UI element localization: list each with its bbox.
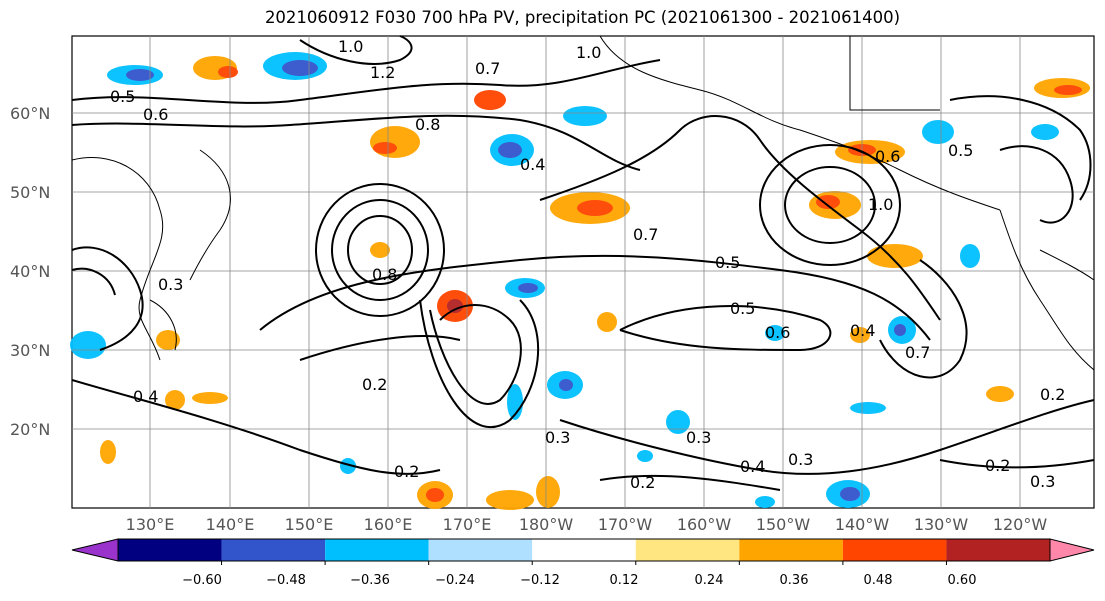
- colorbar-segment: [739, 539, 843, 561]
- colorbar-segment: [429, 539, 533, 561]
- colorbar-tick-label: 0.24: [695, 573, 724, 588]
- colorbar-extend-left: [72, 539, 118, 561]
- colorbar-segment: [325, 539, 429, 561]
- colorbar-tick-label: 0.60: [948, 573, 977, 588]
- colorbar-segment: [946, 539, 1050, 561]
- colorbar-tick-label: 0.36: [780, 573, 809, 588]
- colorbar-tick-label: −0.12: [520, 573, 560, 588]
- colorbar-tick-label: 0.12: [610, 573, 639, 588]
- colorbar-extend-right: [1050, 539, 1094, 561]
- colorbar-tick-label: −0.24: [435, 573, 475, 588]
- colorbar-segment: [636, 539, 740, 561]
- colorbar-segment: [118, 539, 222, 561]
- colorbar-tick-label: 0.48: [864, 573, 893, 588]
- colorbar-tick-label: −0.60: [182, 573, 222, 588]
- colorbar-segment: [843, 539, 947, 561]
- colorbar-segments: [72, 539, 1094, 561]
- colorbar-segment: [532, 539, 636, 561]
- colorbar-tick-label: −0.36: [350, 573, 390, 588]
- colorbar: [0, 0, 1105, 601]
- colorbar-tick-label: −0.48: [266, 573, 306, 588]
- colorbar-segment: [222, 539, 326, 561]
- colorbar-tick-marks: [222, 561, 947, 565]
